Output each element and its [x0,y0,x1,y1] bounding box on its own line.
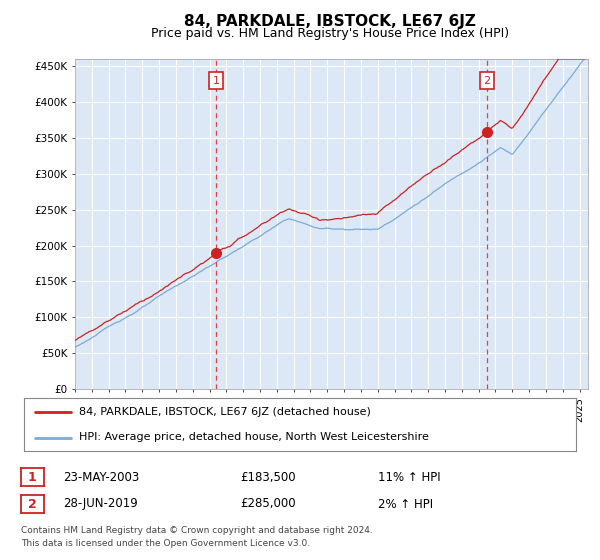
Text: This data is licensed under the Open Government Licence v3.0.: This data is licensed under the Open Gov… [21,539,310,548]
Text: 11% ↑ HPI: 11% ↑ HPI [378,470,440,484]
Text: HPI: Average price, detached house, North West Leicestershire: HPI: Average price, detached house, Nort… [79,432,429,442]
Text: 2: 2 [28,497,37,511]
Text: £183,500: £183,500 [240,470,296,484]
Text: 23-MAY-2003: 23-MAY-2003 [63,470,139,484]
Text: 84, PARKDALE, IBSTOCK, LE67 6JZ (detached house): 84, PARKDALE, IBSTOCK, LE67 6JZ (detache… [79,408,371,418]
Text: 2% ↑ HPI: 2% ↑ HPI [378,497,433,511]
Text: Price paid vs. HM Land Registry's House Price Index (HPI): Price paid vs. HM Land Registry's House … [151,27,509,40]
Text: 28-JUN-2019: 28-JUN-2019 [63,497,138,511]
Text: £285,000: £285,000 [240,497,296,511]
Text: 84, PARKDALE, IBSTOCK, LE67 6JZ: 84, PARKDALE, IBSTOCK, LE67 6JZ [184,14,476,29]
Text: Contains HM Land Registry data © Crown copyright and database right 2024.: Contains HM Land Registry data © Crown c… [21,526,373,535]
Text: 2: 2 [484,76,491,86]
Text: 1: 1 [28,470,37,484]
Text: 1: 1 [212,76,220,86]
